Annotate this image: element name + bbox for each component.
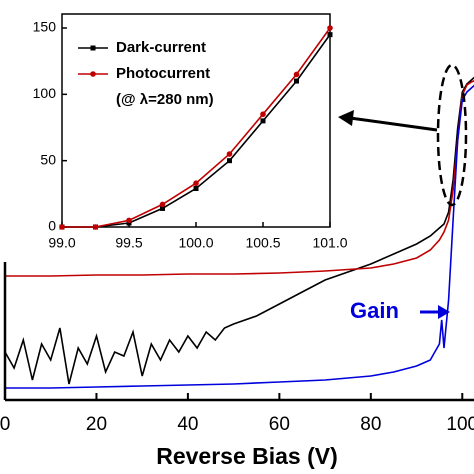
x-tick-label: 100.5 xyxy=(245,235,280,251)
x-tick-label: 99.0 xyxy=(48,235,75,251)
marker xyxy=(227,158,232,164)
marker xyxy=(260,111,266,118)
y-tick-label: 50 xyxy=(40,151,56,167)
arrow-head xyxy=(338,110,354,126)
inset-plot xyxy=(59,25,333,230)
marker xyxy=(327,25,333,31)
x-tick-label: 0 xyxy=(0,414,10,435)
legend-label: Photocurrent xyxy=(116,65,210,82)
marker xyxy=(226,151,233,157)
legend-note: (@ λ=280 nm) xyxy=(116,91,214,108)
x-tick-label: 80 xyxy=(360,414,381,435)
gain-arrow-head xyxy=(438,305,450,319)
marker xyxy=(126,217,132,224)
marker xyxy=(193,186,199,192)
marker xyxy=(159,201,166,208)
x-tick-label: 101.0 xyxy=(312,235,347,251)
x-tick-label: 100 xyxy=(446,414,474,435)
marker xyxy=(293,71,300,78)
marker xyxy=(260,118,266,124)
legend-label: Dark-current xyxy=(116,39,206,56)
marker xyxy=(327,32,333,38)
marker xyxy=(294,78,299,84)
legend-marker xyxy=(90,71,96,77)
x-tick-label: 60 xyxy=(269,414,290,435)
marker xyxy=(160,205,165,211)
x-tick-label: 99.5 xyxy=(115,235,142,251)
pointer-arrow xyxy=(349,116,438,132)
x-tick-label: 100.0 xyxy=(178,235,213,251)
x-tick-label: 20 xyxy=(86,414,107,435)
data-line xyxy=(4,76,474,385)
marker xyxy=(193,180,199,187)
legend-marker xyxy=(90,45,96,51)
y-tick-label: 150 xyxy=(33,19,57,35)
marker xyxy=(59,224,65,230)
y-tick-label: 100 xyxy=(33,85,57,101)
highlight-ellipse xyxy=(436,63,468,207)
marker xyxy=(92,224,99,230)
x-tick-label: 40 xyxy=(177,414,198,435)
y-tick-label: 0 xyxy=(48,218,56,234)
inset-background xyxy=(0,0,340,262)
x-axis-label: Reverse Bias (V) xyxy=(156,443,338,469)
data-line xyxy=(5,84,474,389)
gain-label: Gain xyxy=(350,298,399,323)
